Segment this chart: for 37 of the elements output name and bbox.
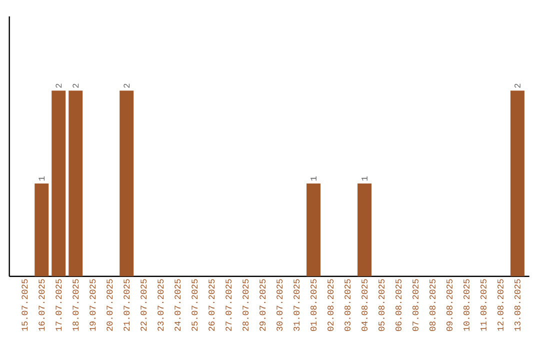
x-tick-label: 19.07.2025 xyxy=(90,279,96,331)
x-tick-label: 06.08.2025 xyxy=(396,279,402,331)
x-tick-label: 08.08.2025 xyxy=(429,279,436,331)
x-tick-label: 20.07.2025 xyxy=(106,279,113,331)
x-tick-label: 16.07.2025 xyxy=(38,279,45,331)
data-label: 1 xyxy=(310,176,316,181)
x-tick-label: 29.07.2025 xyxy=(260,279,266,331)
x-tick-label: 17.07.2025 xyxy=(56,279,62,331)
x-tick-label: 18.07.2025 xyxy=(72,279,79,331)
x-tick-label: 31.07.2025 xyxy=(294,279,300,331)
data-label: 2 xyxy=(56,84,62,88)
x-tick-label: 26.07.2025 xyxy=(208,279,215,331)
data-label: 1 xyxy=(362,176,368,181)
x-tick-label: 28.07.2025 xyxy=(242,279,249,331)
data-label: 2 xyxy=(124,84,130,88)
x-tick-label: 23.07.2025 xyxy=(158,279,164,331)
data-label: 1 xyxy=(38,176,45,181)
data-label: 2 xyxy=(514,84,520,88)
x-tick-label: 02.08.2025 xyxy=(328,279,334,331)
x-tick-label: 01.08.2025 xyxy=(310,279,317,331)
x-tick-label: 09.08.2025 xyxy=(446,279,452,331)
x-tick-label: 04.08.2025 xyxy=(362,279,368,331)
x-tick-label: 13.08.2025 xyxy=(514,279,520,331)
x-tick-label: 30.07.2025 xyxy=(276,279,283,331)
x-tick-label: 24.07.2025 xyxy=(174,279,181,331)
data-label: 2 xyxy=(72,84,79,88)
x-tick-label: 25.07.2025 xyxy=(192,279,198,331)
x-tick-label: 10.08.2025 xyxy=(463,279,470,331)
x-tick-label: 27.07.2025 xyxy=(226,279,232,331)
x-tick-label: 03.08.2025 xyxy=(344,279,350,331)
x-tick-label: 15.07.2025 xyxy=(22,279,28,331)
x-tick-label: 05.08.2025 xyxy=(378,279,384,331)
x-tick-label: 07.08.2025 xyxy=(412,279,418,331)
x-tick-label: 11.08.2025 xyxy=(480,279,486,331)
x-tick-label: 12.08.2025 xyxy=(497,279,504,331)
x-tick-label: 22.07.2025 xyxy=(140,279,147,331)
x-tick-label: 21.07.2025 xyxy=(124,279,130,331)
